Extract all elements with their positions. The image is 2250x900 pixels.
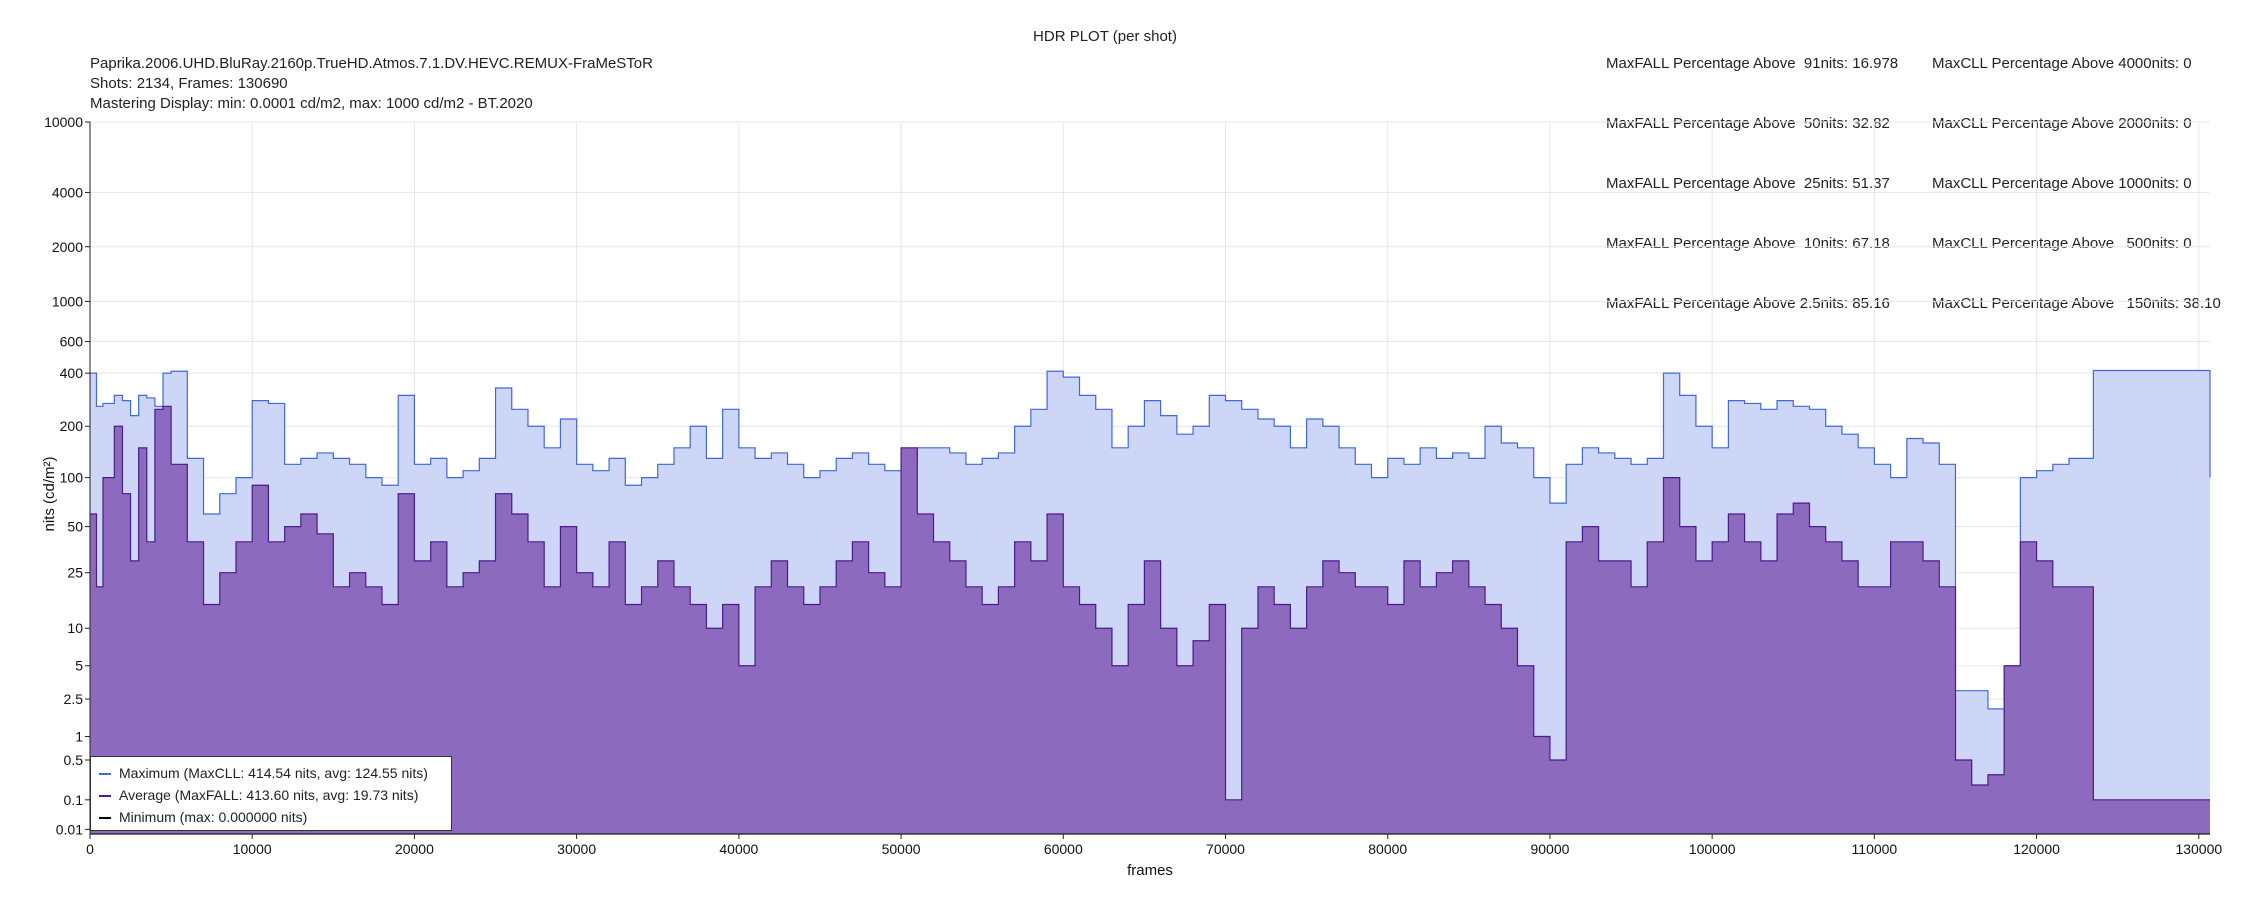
y-tick-label: 10000	[44, 114, 83, 130]
x-tick-label: 60000	[1044, 841, 1083, 857]
series-line-average	[90, 405, 2210, 801]
y-tick-label: 100	[60, 470, 84, 486]
shots-frames: Shots: 2134, Frames: 130690	[90, 75, 288, 92]
maxcll-stat: MaxCLL Percentage Above 4000nits: 0	[1932, 55, 2192, 72]
maxfall-stats: MaxFALL Percentage Above 91nits: 16.978 …	[1606, 14, 1898, 334]
y-tick-label: 2.5	[64, 691, 84, 707]
legend-label: Maximum (MaxCLL: 414.54 nits, avg: 124.5…	[119, 765, 428, 781]
x-tick-label: 90000	[1530, 841, 1569, 857]
x-tick-label: 40000	[719, 841, 758, 857]
legend-item-maximum: Maximum (MaxCLL: 414.54 nits, avg: 124.5…	[99, 764, 428, 782]
y-tick-label: 2000	[52, 239, 83, 255]
y-tick-label: 10	[67, 620, 83, 636]
x-tick-label: 100000	[1689, 841, 1736, 857]
legend-swatch	[99, 817, 111, 820]
x-tick-label: 20000	[395, 841, 434, 857]
x-tick-label: 120000	[2013, 841, 2060, 857]
y-tick-label: 600	[60, 334, 84, 350]
y-tick-label: 25	[67, 565, 83, 581]
x-axis-label: frames	[1127, 862, 1173, 879]
y-axis-label: nits (cd/m²)	[41, 456, 58, 531]
legend-label: Minimum (max: 0.000000 nits)	[119, 809, 308, 825]
mastering-display: Mastering Display: min: 0.0001 cd/m2, ma…	[90, 95, 533, 112]
legend-item-average: Average (MaxFALL: 413.60 nits, avg: 19.7…	[99, 786, 418, 804]
x-tick-label: 70000	[1206, 841, 1245, 857]
x-tick-label: 130000	[2175, 841, 2222, 857]
x-tick-label: 50000	[882, 841, 921, 857]
x-tick-label: 0	[86, 841, 94, 857]
y-tick-label: 4000	[52, 184, 83, 200]
series-line-maximum	[90, 369, 2211, 710]
legend-swatch	[99, 773, 111, 776]
legend-label: Average (MaxFALL: 413.60 nits, avg: 19.7…	[119, 787, 419, 803]
legend: Maximum (MaxCLL: 414.54 nits, avg: 124.5…	[90, 756, 452, 831]
legend-swatch	[99, 795, 111, 798]
x-tick-label: 80000	[1368, 841, 1407, 857]
maxfall-stat: MaxFALL Percentage Above 50nits: 32.82	[1606, 115, 1890, 132]
y-tick-label: 0.01	[56, 821, 83, 837]
y-tick-label: 0.5	[64, 752, 84, 768]
maxcll-stat: MaxCLL Percentage Above 2000nits: 0	[1932, 115, 2192, 132]
y-tick-label: 50	[67, 519, 83, 535]
maxcll-stat: MaxCLL Percentage Above 150nits: 38.10	[1932, 295, 2221, 312]
maxcll-stat: MaxCLL Percentage Above 1000nits: 0	[1932, 175, 2192, 192]
legend-item-minimum: Minimum (max: 0.000000 nits)	[99, 808, 307, 826]
y-tick-label: 200	[60, 418, 84, 434]
x-tick-label: 110000	[1852, 841, 1898, 857]
y-tick-label: 1000	[52, 293, 83, 309]
maxcll-stats: MaxCLL Percentage Above 4000nits: 0 MaxC…	[1932, 14, 2221, 334]
file-name: Paprika.2006.UHD.BluRay.2160p.TrueHD.Atm…	[90, 55, 653, 72]
file-info: Paprika.2006.UHD.BluRay.2160p.TrueHD.Atm…	[90, 54, 653, 114]
maxfall-stat: MaxFALL Percentage Above 25nits: 51.37	[1606, 175, 1890, 192]
series-areas	[90, 369, 2211, 835]
maxcll-stat: MaxCLL Percentage Above 500nits: 0	[1932, 235, 2192, 252]
y-tick-label: 400	[60, 365, 84, 381]
axes: 0 10000 20000 30000 40000 50000 60000 70000 8000…	[44, 114, 2222, 857]
x-tick-label: 30000	[557, 841, 596, 857]
x-tick-label: 10000	[233, 841, 272, 857]
maxfall-stat: MaxFALL Percentage Above 10nits: 67.18	[1606, 235, 1890, 252]
y-tick-label: 1	[75, 729, 83, 745]
chart-title: HDR PLOT (per shot)	[1033, 28, 1177, 45]
maxfall-stat: MaxFALL Percentage Above 2.5nits: 85.16	[1606, 295, 1890, 312]
series-area-average	[90, 406, 2210, 834]
maxfall-stat: MaxFALL Percentage Above 91nits: 16.978	[1606, 55, 1899, 72]
y-tick-label: 5	[75, 658, 83, 674]
y-tick-label: 0.1	[64, 792, 84, 808]
